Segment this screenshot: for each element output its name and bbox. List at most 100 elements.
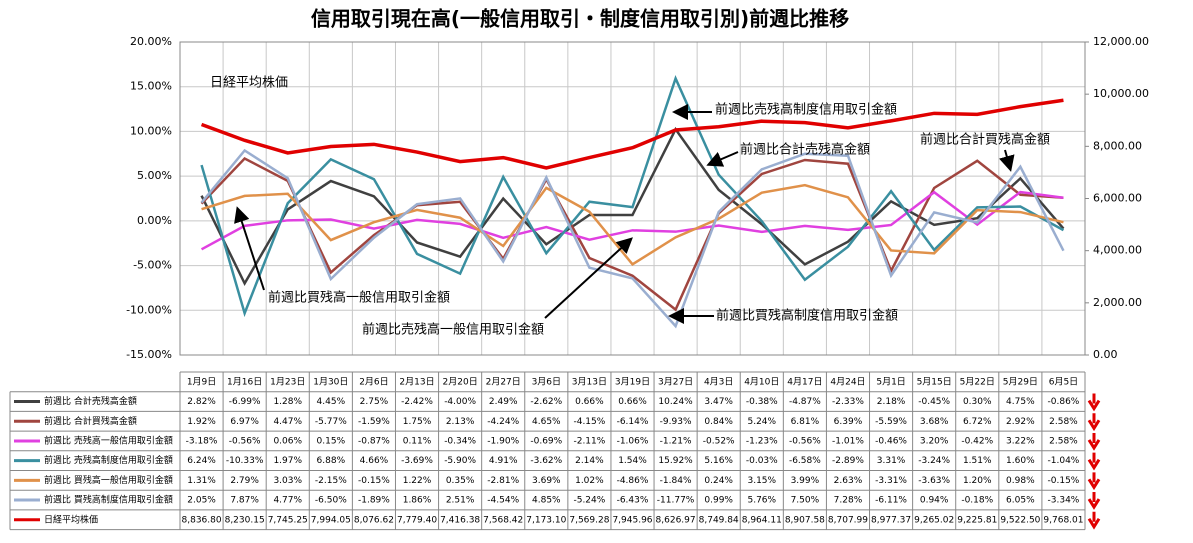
value-label: -0.15% — [1048, 476, 1080, 486]
value-label: -0.42% — [961, 436, 993, 446]
row-arrow — [1087, 511, 1101, 530]
value-label: 2.92% — [1006, 417, 1035, 427]
value-label: 6.97% — [230, 417, 259, 427]
x-tick-label: 3月13日 — [572, 376, 607, 387]
value-label: 4.85% — [532, 496, 561, 506]
value-label: 6.24% — [187, 456, 216, 466]
value-label: 9,522.50 — [1000, 515, 1040, 525]
value-label: 9,265.02 — [914, 515, 954, 525]
value-label: -3.63% — [918, 476, 950, 486]
y-tick-label: -5.00% — [133, 259, 172, 272]
x-tick-label: 2月6日 — [359, 376, 388, 387]
value-label: 0.66% — [575, 397, 604, 407]
value-label: 9,768.01 — [1043, 515, 1083, 525]
value-label: -0.56% — [229, 436, 261, 446]
value-label: 1.02% — [575, 476, 604, 486]
value-label: 0.11% — [403, 436, 432, 446]
value-label: -4.87% — [789, 397, 821, 407]
value-label: -0.45% — [918, 397, 950, 407]
value-label: 7.87% — [230, 496, 259, 506]
legend-label: 日経平均株価 — [44, 513, 98, 525]
x-tick-label: 5月1日 — [876, 376, 905, 387]
value-label: 3.31% — [877, 456, 906, 466]
legend-label: 前週比 売残高一般信用取引金額 — [44, 434, 173, 446]
plot: -15.00% -10.00% -5.00% 0.00% 5.00% 10.00% 15.0… — [126, 35, 1149, 361]
x-tick-label: 4月17日 — [787, 376, 822, 387]
y-tick-label: 20.00% — [130, 35, 172, 48]
value-label: 1.92% — [187, 417, 216, 427]
value-label: -2.11% — [573, 436, 605, 446]
value-label: 4.66% — [360, 456, 389, 466]
annotation: 前週比売残高一般信用取引金額 — [362, 322, 544, 338]
value-label: -0.03% — [746, 456, 778, 466]
value-label: 1.28% — [273, 397, 302, 407]
row-arrow — [1087, 472, 1101, 491]
value-label: 0.98% — [1006, 476, 1035, 486]
series-line — [201, 183, 1064, 266]
x-tick-label: 2月27日 — [486, 376, 521, 387]
value-label: 0.24% — [704, 476, 733, 486]
y2-tick-label: 0.00 — [1093, 348, 1118, 361]
value-label: 6.39% — [834, 417, 863, 427]
value-label: 2.58% — [1049, 417, 1078, 427]
value-label: 8,707.99 — [828, 515, 868, 525]
row-arrow — [1087, 413, 1101, 432]
x-tick-label: 6月5日 — [1049, 376, 1078, 387]
value-label: 7,416.38 — [440, 515, 480, 525]
value-label: 5.16% — [704, 456, 733, 466]
value-label: -3.34% — [1048, 496, 1080, 506]
value-label: 3.69% — [532, 476, 561, 486]
value-label: -9.93% — [660, 417, 692, 427]
value-label: 1.20% — [963, 476, 992, 486]
x-tick-label: 2月20日 — [443, 376, 478, 387]
row-arrow — [1087, 393, 1101, 412]
value-label: -3.31% — [875, 476, 907, 486]
x-tick-label: 1月9日 — [187, 376, 216, 387]
value-label: -3.62% — [530, 456, 562, 466]
y-tick-label: 15.00% — [130, 80, 172, 93]
value-label: 3.22% — [1006, 436, 1035, 446]
y2-tick-label: 8,000.00 — [1093, 139, 1142, 152]
value-label: 7,745.25 — [268, 515, 308, 525]
value-label: 2.75% — [360, 397, 389, 407]
value-label: 15.92% — [658, 456, 693, 466]
value-label: -6.11% — [875, 496, 907, 506]
value-label: -1.59% — [358, 417, 390, 427]
value-label: 2.05% — [187, 496, 216, 506]
series-line — [200, 148, 1065, 329]
value-label: 0.94% — [920, 496, 949, 506]
value-label: 4.75% — [1006, 397, 1035, 407]
annotation: 前週比合計買残高金額 — [920, 132, 1050, 148]
value-label: -2.62% — [530, 397, 562, 407]
value-label: 7,173.10 — [526, 515, 566, 525]
value-label: 10.24% — [658, 397, 693, 407]
value-label: 0.99% — [704, 496, 733, 506]
value-label: 0.15% — [317, 436, 346, 446]
value-label: 8,626.97 — [656, 515, 696, 525]
value-label: 7,568.42 — [483, 515, 523, 525]
value-label: 8,964.11 — [742, 515, 782, 525]
value-label: 4.47% — [273, 417, 302, 427]
x-tick-label: 4月10日 — [744, 376, 779, 387]
y2-tick-label: 4,000.00 — [1093, 244, 1142, 257]
value-label: 3.47% — [704, 397, 733, 407]
value-label: -6.14% — [617, 417, 649, 427]
value-label: -0.18% — [961, 496, 993, 506]
value-label: 7,569.28 — [569, 515, 609, 525]
value-label: -10.33% — [226, 456, 264, 466]
value-label: 1.31% — [187, 476, 216, 486]
value-label: -11.77% — [657, 496, 695, 506]
value-label: -1.21% — [660, 436, 692, 446]
value-label: 0.30% — [963, 397, 992, 407]
value-label: 6.72% — [963, 417, 992, 427]
x-tick-label: 5月22日 — [960, 376, 995, 387]
y-tick-label: 0.00% — [137, 214, 172, 227]
legend-label: 前週比 合計買残高金額 — [44, 415, 137, 427]
value-label: -6.99% — [229, 397, 261, 407]
value-label: -4.15% — [573, 417, 605, 427]
value-label: 3.99% — [791, 476, 820, 486]
value-label: -3.24% — [918, 456, 950, 466]
value-label: 7,779.40 — [397, 515, 437, 525]
series-line — [200, 75, 1065, 318]
value-label: 9,225.81 — [957, 515, 997, 525]
